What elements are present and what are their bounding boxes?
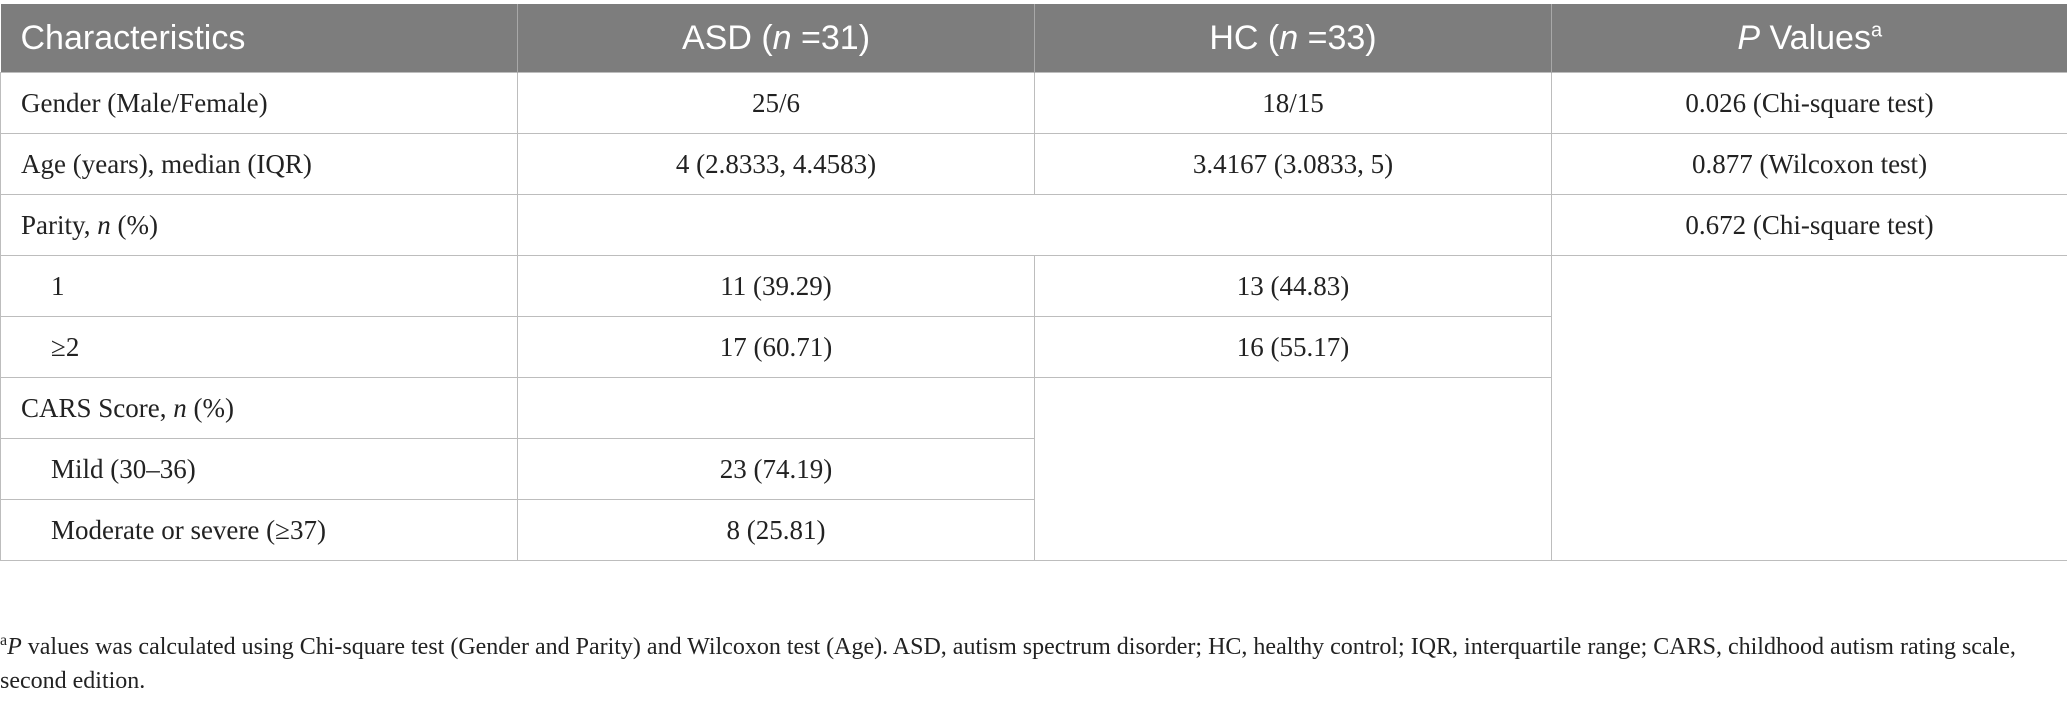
footnote-text: values was calculated using Chi-square t… [0, 634, 2016, 694]
header-hc: HC (n =33) [1034, 4, 1552, 73]
parity-empty-cell [517, 194, 1552, 256]
parity-2-label: ≥2 [0, 316, 518, 378]
age-hc: 3.4167 (3.0833, 5) [1034, 133, 1552, 195]
parity-p: 0.672 (Chi-square test) [1551, 194, 2067, 256]
cars-severe-asd: 8 (25.81) [517, 499, 1035, 561]
cars-asd-empty-cell [517, 377, 1035, 439]
cars-label: CARS Score, n (%) [0, 377, 518, 439]
cars-label-suffix: (%) [186, 392, 234, 423]
cars-hc-empty-cell [1034, 377, 1552, 561]
header-hc-prefix: HC ( [1209, 18, 1280, 57]
header-row: Characteristics ASD (n =31) HC (n =33) P… [0, 4, 2067, 73]
parity-1-asd: 11 (39.29) [517, 255, 1035, 317]
parity-1-hc: 13 (44.83) [1034, 255, 1552, 317]
age-asd: 4 (2.8333, 4.4583) [517, 133, 1035, 195]
header-hc-suffix: =33) [1298, 18, 1377, 57]
table-row-gender: Gender (Male/Female) 25/6 18/15 0.026 (C… [0, 72, 2067, 134]
characteristics-table: Characteristics ASD (n =31) HC (n =33) P… [0, 4, 2067, 561]
header-characteristics: Characteristics [0, 4, 518, 73]
cars-label-n: n [173, 392, 187, 423]
parity-label-suffix: (%) [110, 209, 158, 240]
parity-label-prefix: Parity, [21, 209, 98, 240]
header-asd-prefix: ASD ( [681, 18, 773, 57]
footnote-sup: a [0, 632, 8, 649]
header-p-values: P Valuesa [1551, 4, 2067, 73]
parity-2-hc: 16 (55.17) [1034, 316, 1552, 378]
table-row-cars-mild: Mild (30–36) 23 (74.19) [0, 438, 2067, 500]
header-p-rest: Values [1760, 18, 1871, 57]
parity-label: Parity, n (%) [0, 194, 518, 256]
gender-p: 0.026 (Chi-square test) [1551, 72, 2067, 134]
gender-hc: 18/15 [1034, 72, 1552, 134]
footnote-p-italic: P [7, 634, 22, 660]
gender-asd: 25/6 [517, 72, 1035, 134]
header-asd: ASD (n =31) [517, 4, 1035, 73]
header-asd-n: n [772, 18, 792, 57]
cars-mild-label: Mild (30–36) [0, 438, 518, 500]
cars-mild-asd: 23 (74.19) [517, 438, 1035, 500]
cars-label-prefix: CARS Score, [21, 392, 174, 423]
age-label: Age (years), median (IQR) [0, 133, 518, 195]
gender-label: Gender (Male/Female) [0, 72, 518, 134]
table-footnote: aP values was calculated using Chi-squar… [0, 630, 2060, 698]
parity-1-label: 1 [0, 255, 518, 317]
table-row-parity-2: ≥2 17 (60.71) 16 (55.17) [0, 316, 2067, 378]
p-values-empty-cell [1551, 255, 2067, 561]
table-row-parity: Parity, n (%) 0.672 (Chi-square test) [0, 194, 2067, 256]
table-row-age: Age (years), median (IQR) 4 (2.8333, 4.4… [0, 133, 2067, 195]
header-p-italic: P [1737, 18, 1761, 57]
table-row-cars-severe: Moderate or severe (≥37) 8 (25.81) [0, 499, 2067, 561]
header-hc-n: n [1279, 18, 1299, 57]
age-p: 0.877 (Wilcoxon test) [1551, 133, 2067, 195]
parity-label-n: n [97, 209, 111, 240]
cars-severe-label: Moderate or severe (≥37) [0, 499, 518, 561]
header-p-sup: a [1870, 19, 1883, 42]
parity-2-asd: 17 (60.71) [517, 316, 1035, 378]
header-asd-suffix: =31) [791, 18, 871, 57]
table-row-parity-1: 1 11 (39.29) 13 (44.83) [0, 255, 2067, 561]
